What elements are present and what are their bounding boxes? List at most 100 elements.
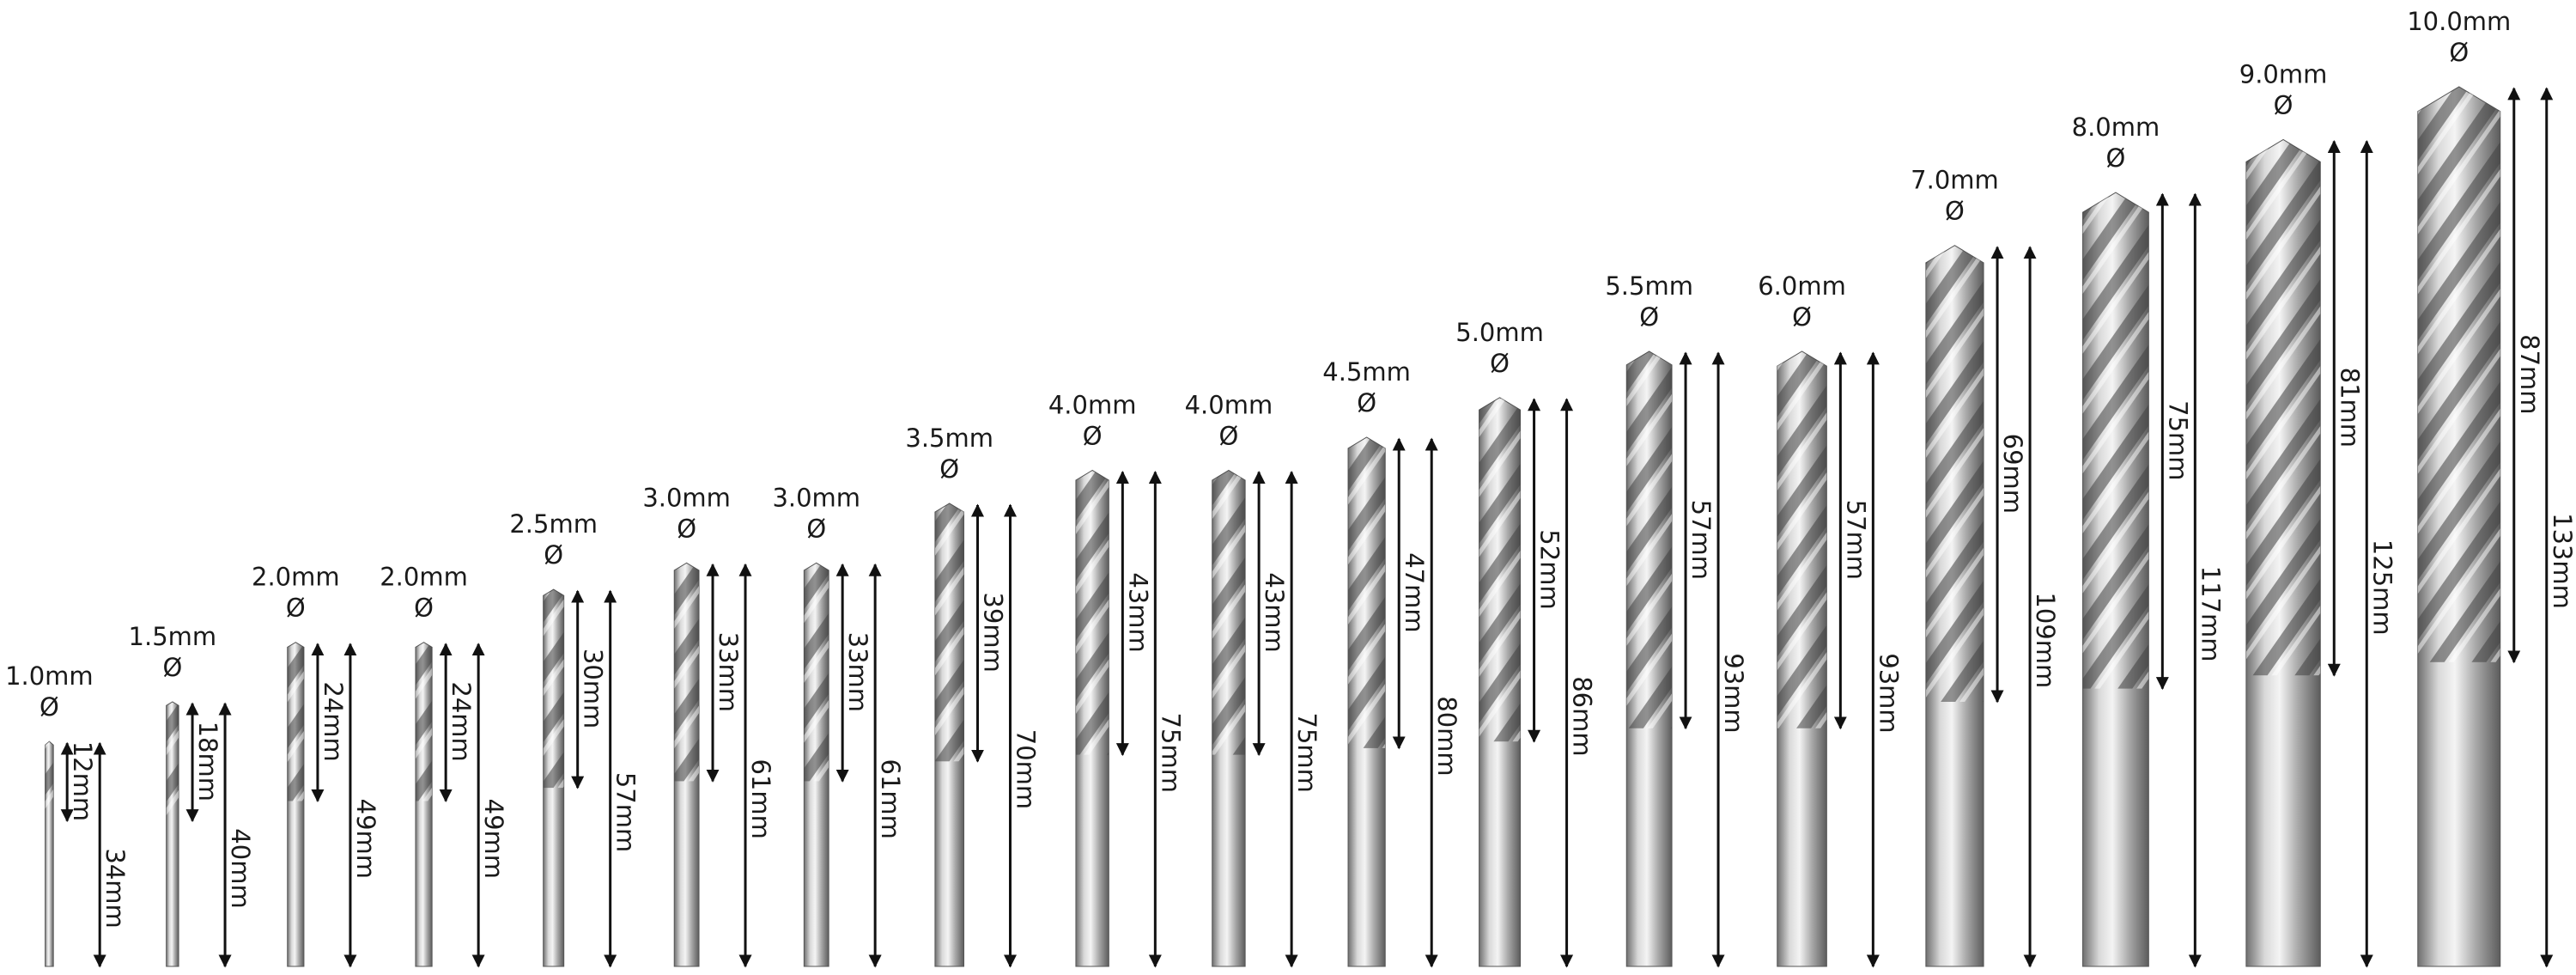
flute-length-label: 47mm	[1400, 552, 1429, 632]
bit-flutes	[1626, 350, 1673, 728]
flute-length-label: 33mm	[714, 632, 743, 712]
diameter-label: 4.0mm	[1185, 391, 1273, 420]
total-length-label: 75mm	[1156, 713, 1185, 793]
flute-length-label: 43mm	[1123, 572, 1152, 652]
bit-flutes	[1479, 397, 1521, 742]
flute-length-label: 12mm	[68, 741, 97, 821]
flute-length-label: 52mm	[1535, 529, 1564, 609]
total-length-label: 49mm	[351, 799, 380, 879]
diameter-label: 6.0mm	[1758, 271, 1846, 301]
flute-length-label: 75mm	[2163, 400, 2192, 480]
total-length-label: 57mm	[611, 772, 641, 852]
bit-flutes	[674, 563, 700, 782]
drill-bit	[166, 701, 179, 967]
diameter-symbol: Ø	[2106, 143, 2126, 173]
flute-length-label: 24mm	[319, 681, 348, 761]
diameter-symbol: Ø	[2274, 91, 2293, 120]
total-length-label: 70mm	[1012, 729, 1041, 809]
bit-flutes	[934, 503, 964, 762]
diameter-label: 1.5mm	[129, 622, 217, 651]
diameter-label: 7.0mm	[1911, 166, 1999, 195]
drill-bit	[45, 740, 54, 967]
bit-flutes	[45, 741, 54, 821]
drill-bit	[287, 642, 305, 967]
flute-length-label: 57mm	[1686, 500, 1716, 580]
diameter-symbol: Ø	[414, 594, 434, 623]
total-length-label: 93mm	[1719, 653, 1748, 733]
drill-bit	[1625, 350, 1673, 967]
drill-bit	[1347, 436, 1386, 967]
bit-flutes	[2245, 139, 2321, 676]
flute-length-label: 30mm	[579, 649, 608, 728]
bit-flutes	[543, 589, 564, 789]
flute-length-label: 24mm	[447, 681, 476, 761]
diameter-symbol: Ø	[1639, 302, 1659, 332]
bit-flutes	[804, 563, 829, 782]
flute-length-label: 39mm	[979, 592, 1008, 672]
diameter-symbol: Ø	[1792, 302, 1812, 332]
total-length-label: 133mm	[2548, 513, 2576, 609]
diameter-symbol: Ø	[806, 514, 826, 543]
diameter-symbol: Ø	[544, 540, 563, 570]
total-length-label: 125mm	[2367, 539, 2397, 636]
drill-bit	[2417, 86, 2501, 967]
bit-flutes	[1075, 470, 1109, 755]
drill-bit	[934, 503, 965, 967]
flute-length-label: 69mm	[1998, 434, 2027, 514]
drill-bit	[2082, 192, 2149, 967]
bit-flutes	[2417, 86, 2500, 662]
total-length-label: 61mm	[746, 759, 775, 838]
diameter-label: 3.0mm	[642, 483, 731, 512]
diameter-symbol: Ø	[1083, 422, 1103, 451]
diameter-label: 5.0mm	[1455, 318, 1544, 347]
drill-bit	[1777, 350, 1827, 967]
diameter-label: 2.0mm	[252, 563, 340, 592]
diameter-label: 3.0mm	[772, 483, 860, 512]
drill-bit	[1075, 469, 1109, 967]
drill-bit	[803, 562, 829, 967]
bit-flutes	[166, 702, 179, 821]
diameter-symbol: Ø	[1357, 388, 1376, 417]
diameter-symbol: Ø	[2449, 38, 2469, 67]
drill-bit	[673, 562, 700, 967]
drill-bit	[1212, 469, 1246, 967]
flute-length-label: 87mm	[2515, 334, 2544, 414]
bit-flutes	[2082, 192, 2149, 689]
drill-bit	[543, 588, 565, 967]
diameter-label: 4.0mm	[1048, 391, 1137, 420]
bit-flutes	[287, 642, 304, 801]
diameter-label: 9.0mm	[2239, 60, 2328, 89]
diameter-label: 2.5mm	[509, 509, 598, 539]
total-length-label: 80mm	[1432, 696, 1461, 776]
diameter-symbol: Ø	[1219, 422, 1239, 451]
diameter-symbol: Ø	[939, 454, 959, 484]
flute-length-label: 18mm	[193, 722, 222, 801]
total-length-label: 75mm	[1292, 713, 1321, 793]
bit-flutes	[1925, 245, 1984, 702]
diameter-label: 2.0mm	[380, 563, 468, 592]
bit-flutes	[1777, 350, 1827, 728]
drill-bit	[1925, 245, 1984, 967]
total-length-label: 93mm	[1874, 653, 1903, 733]
flute-length-label: 33mm	[843, 632, 872, 712]
flute-length-label: 81mm	[2335, 368, 2364, 448]
total-length-label: 61mm	[876, 759, 905, 838]
diameter-label: 4.5mm	[1322, 357, 1411, 387]
diameter-symbol: Ø	[39, 692, 59, 722]
total-length-label: 49mm	[479, 799, 508, 879]
total-length-label: 86mm	[1568, 676, 1597, 756]
total-length-label: 109mm	[2031, 592, 2060, 688]
diameter-symbol: Ø	[1945, 197, 1965, 226]
drill-bit	[415, 642, 433, 967]
bit-flutes	[415, 642, 433, 801]
diameter-symbol: Ø	[162, 653, 182, 682]
flute-length-label: 57mm	[1841, 500, 1870, 580]
bit-flutes	[1212, 470, 1246, 755]
total-length-label: 34mm	[100, 848, 130, 928]
diameter-label: 10.0mm	[2407, 7, 2511, 36]
bit-flutes	[1348, 437, 1386, 748]
flute-length-label: 43mm	[1260, 572, 1289, 652]
diameter-label: 5.5mm	[1605, 271, 1693, 301]
diameter-label: 8.0mm	[2072, 113, 2160, 142]
